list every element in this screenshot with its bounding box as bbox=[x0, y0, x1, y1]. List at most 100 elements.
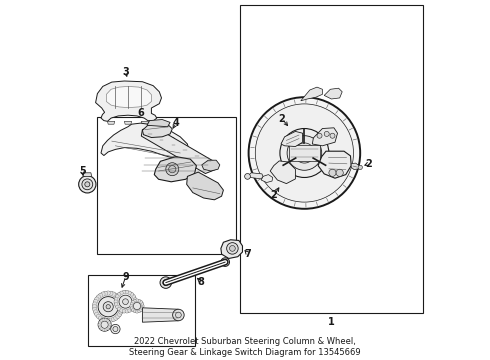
Text: 2: 2 bbox=[270, 190, 277, 201]
Circle shape bbox=[101, 292, 105, 296]
Circle shape bbox=[105, 318, 107, 320]
Circle shape bbox=[95, 297, 99, 301]
Circle shape bbox=[131, 309, 134, 311]
Circle shape bbox=[317, 133, 322, 138]
Text: 3: 3 bbox=[122, 67, 129, 77]
Polygon shape bbox=[176, 147, 185, 152]
Polygon shape bbox=[281, 131, 303, 147]
Circle shape bbox=[113, 327, 118, 332]
Circle shape bbox=[141, 307, 144, 310]
Circle shape bbox=[109, 318, 113, 322]
Polygon shape bbox=[202, 160, 220, 171]
Circle shape bbox=[108, 321, 111, 323]
Circle shape bbox=[111, 317, 116, 321]
Circle shape bbox=[229, 246, 235, 251]
Circle shape bbox=[114, 297, 118, 301]
Polygon shape bbox=[83, 173, 92, 176]
Circle shape bbox=[114, 300, 118, 303]
Circle shape bbox=[133, 300, 137, 303]
Circle shape bbox=[93, 302, 97, 306]
Circle shape bbox=[116, 294, 119, 298]
Circle shape bbox=[227, 243, 238, 254]
Polygon shape bbox=[187, 172, 223, 200]
Polygon shape bbox=[168, 141, 176, 147]
Circle shape bbox=[119, 295, 132, 308]
Circle shape bbox=[109, 291, 113, 296]
Circle shape bbox=[133, 299, 136, 302]
Circle shape bbox=[114, 303, 118, 306]
Circle shape bbox=[133, 302, 141, 310]
Text: 2022 Chevrolet Suburban Steering Column & Wheel,: 2022 Chevrolet Suburban Steering Column … bbox=[134, 337, 356, 346]
Circle shape bbox=[95, 312, 99, 316]
Circle shape bbox=[130, 293, 134, 296]
Polygon shape bbox=[143, 308, 178, 322]
Circle shape bbox=[160, 277, 172, 288]
Polygon shape bbox=[154, 157, 196, 182]
Circle shape bbox=[166, 163, 179, 176]
Circle shape bbox=[287, 136, 321, 170]
Circle shape bbox=[128, 291, 131, 294]
Circle shape bbox=[221, 258, 229, 266]
Circle shape bbox=[175, 312, 181, 318]
Circle shape bbox=[122, 310, 126, 313]
Polygon shape bbox=[301, 87, 322, 101]
Circle shape bbox=[106, 291, 110, 295]
Bar bbox=[88, 275, 195, 346]
Circle shape bbox=[120, 309, 123, 312]
Circle shape bbox=[102, 329, 104, 331]
Circle shape bbox=[117, 293, 121, 296]
Circle shape bbox=[140, 301, 143, 303]
Circle shape bbox=[117, 307, 121, 311]
Circle shape bbox=[130, 307, 133, 310]
Circle shape bbox=[132, 294, 135, 298]
Circle shape bbox=[85, 182, 90, 187]
Circle shape bbox=[107, 328, 109, 330]
Circle shape bbox=[119, 310, 123, 314]
Circle shape bbox=[140, 309, 143, 311]
Polygon shape bbox=[261, 175, 273, 183]
Text: 9: 9 bbox=[122, 272, 129, 282]
Circle shape bbox=[120, 291, 123, 294]
Circle shape bbox=[116, 314, 120, 319]
Circle shape bbox=[141, 305, 144, 307]
Circle shape bbox=[105, 329, 107, 331]
Circle shape bbox=[133, 303, 137, 306]
Circle shape bbox=[130, 302, 133, 305]
Circle shape bbox=[255, 104, 353, 202]
Polygon shape bbox=[141, 126, 216, 174]
Circle shape bbox=[111, 324, 120, 334]
Circle shape bbox=[358, 165, 363, 170]
Circle shape bbox=[97, 295, 100, 299]
Polygon shape bbox=[107, 121, 115, 124]
Circle shape bbox=[330, 133, 335, 138]
Circle shape bbox=[136, 310, 139, 313]
Circle shape bbox=[93, 307, 97, 311]
Circle shape bbox=[102, 318, 104, 320]
Polygon shape bbox=[289, 145, 319, 161]
Circle shape bbox=[280, 129, 329, 177]
Circle shape bbox=[114, 293, 118, 297]
Circle shape bbox=[116, 295, 120, 299]
Polygon shape bbox=[270, 161, 295, 184]
Circle shape bbox=[133, 310, 136, 313]
Circle shape bbox=[138, 310, 141, 313]
Polygon shape bbox=[312, 128, 338, 146]
Circle shape bbox=[136, 299, 139, 302]
Polygon shape bbox=[324, 88, 342, 99]
Circle shape bbox=[98, 324, 100, 326]
Polygon shape bbox=[248, 173, 263, 179]
Circle shape bbox=[130, 307, 134, 311]
Circle shape bbox=[107, 319, 109, 321]
Circle shape bbox=[132, 305, 135, 309]
Circle shape bbox=[106, 318, 110, 323]
Text: 2: 2 bbox=[365, 159, 372, 169]
Circle shape bbox=[130, 305, 133, 307]
Circle shape bbox=[114, 316, 118, 320]
Circle shape bbox=[98, 316, 103, 320]
Polygon shape bbox=[96, 81, 162, 121]
Circle shape bbox=[141, 302, 144, 305]
Circle shape bbox=[120, 302, 124, 306]
Text: 6: 6 bbox=[137, 108, 144, 118]
Text: 8: 8 bbox=[197, 276, 204, 287]
Circle shape bbox=[122, 290, 126, 294]
